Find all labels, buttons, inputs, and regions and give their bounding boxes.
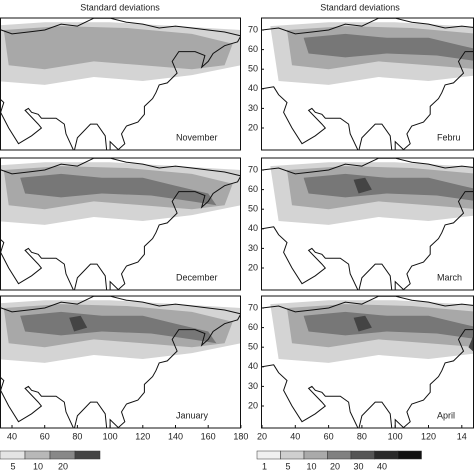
x-tick-label: 14 [457, 431, 467, 441]
x-tick-label: 160 [201, 431, 216, 441]
legend-swatch [24, 450, 51, 460]
month-label: January [176, 410, 209, 420]
y-tick-label: 40 [248, 361, 258, 371]
coastline [261, 296, 474, 428]
month-label: April [437, 410, 455, 420]
month-label: December [176, 272, 218, 282]
panel-frame [0, 17, 241, 151]
legend-swatch [0, 450, 26, 460]
x-tick-label: 80 [72, 431, 82, 441]
map-panel: November [0, 17, 241, 151]
right-header: Standard deviations [320, 2, 400, 12]
coastline [261, 18, 474, 150]
y-tick-label: 60 [248, 44, 258, 54]
x-tick-label: 120 [421, 431, 436, 441]
map-panel: Febru 70 60 50 40 30 20 [248, 17, 474, 151]
legend-swatch [397, 450, 422, 460]
map-contents [261, 158, 474, 290]
map-panel: March 70 60 50 40 30 20 [248, 157, 474, 291]
contour-region [303, 311, 474, 339]
legend-swatch [374, 450, 399, 460]
x-tick-label: 40 [7, 431, 17, 441]
y-tick-label: 20 [248, 262, 258, 272]
x-tick-label: 20 [257, 431, 267, 441]
legend-label: 20 [58, 461, 68, 471]
map-contents [0, 158, 241, 290]
coastline [0, 296, 241, 428]
y-tick-label: 50 [248, 64, 258, 74]
legend-label: 1 [262, 461, 267, 471]
month-label: March [437, 272, 462, 282]
contour-region [303, 173, 474, 201]
y-tick-label: 30 [248, 381, 258, 391]
contour-region [20, 311, 217, 344]
x-tick-label: 40 [290, 431, 300, 441]
x-tick-label: 180 [233, 431, 248, 441]
contour-region [303, 33, 474, 61]
contour-region [353, 177, 372, 194]
map-contents [261, 18, 474, 150]
legend-label: 30 [353, 461, 363, 471]
coastline [0, 158, 241, 290]
legend-swatch [303, 450, 328, 460]
y-tick-label: 20 [248, 400, 258, 410]
coastline [261, 158, 474, 290]
map-panel: December [0, 157, 241, 291]
month-label: November [176, 132, 218, 142]
map-panel: January [0, 295, 241, 429]
legend-swatch [350, 450, 375, 460]
legend-swatch [256, 450, 281, 460]
contour-region [468, 334, 474, 353]
legend-label: 10 [33, 461, 43, 471]
y-tick-label: 30 [248, 103, 258, 113]
left-header: Standard deviations [80, 2, 160, 12]
y-tick-label: 40 [248, 223, 258, 233]
y-tick-label: 70 [248, 302, 258, 312]
y-tick-label: 70 [248, 24, 258, 34]
panel-frame [0, 295, 241, 429]
contour-region [20, 173, 217, 206]
x-tick-label: 100 [103, 431, 118, 441]
legend-label: 5 [10, 461, 15, 471]
x-tick-label: 80 [357, 431, 367, 441]
y-tick-label: 60 [248, 184, 258, 194]
y-tick-label: 30 [248, 243, 258, 253]
legend-swatch [280, 450, 305, 460]
y-tick-label: 50 [248, 342, 258, 352]
x-tick-label: 60 [324, 431, 334, 441]
month-label: Febru [437, 132, 461, 142]
map-contents [0, 296, 241, 428]
legend-label: 40 [377, 461, 387, 471]
contour-region [69, 315, 88, 332]
map-panel: April 70 60 50 40 30 20 [248, 295, 474, 429]
coastline [0, 18, 241, 150]
contour-region [353, 315, 372, 332]
contour-region [3, 26, 233, 70]
x-tick-label: 60 [40, 431, 50, 441]
x-tick-label: 100 [388, 431, 403, 441]
y-tick-label: 70 [248, 164, 258, 174]
x-tick-label: 120 [135, 431, 150, 441]
legend-label: 20 [330, 461, 340, 471]
legend-swatch [327, 450, 352, 460]
panel-frame [0, 157, 241, 291]
map-contents [0, 18, 241, 150]
y-tick-label: 60 [248, 322, 258, 332]
y-tick-label: 50 [248, 204, 258, 214]
x-tick-label: 140 [168, 431, 183, 441]
legend-label: 10 [306, 461, 316, 471]
legend-label: 5 [285, 461, 290, 471]
map-contents [261, 296, 474, 428]
y-tick-label: 20 [248, 122, 258, 132]
y-tick-label: 40 [248, 83, 258, 93]
legend-swatch [49, 450, 76, 460]
legend-swatch [74, 450, 101, 460]
